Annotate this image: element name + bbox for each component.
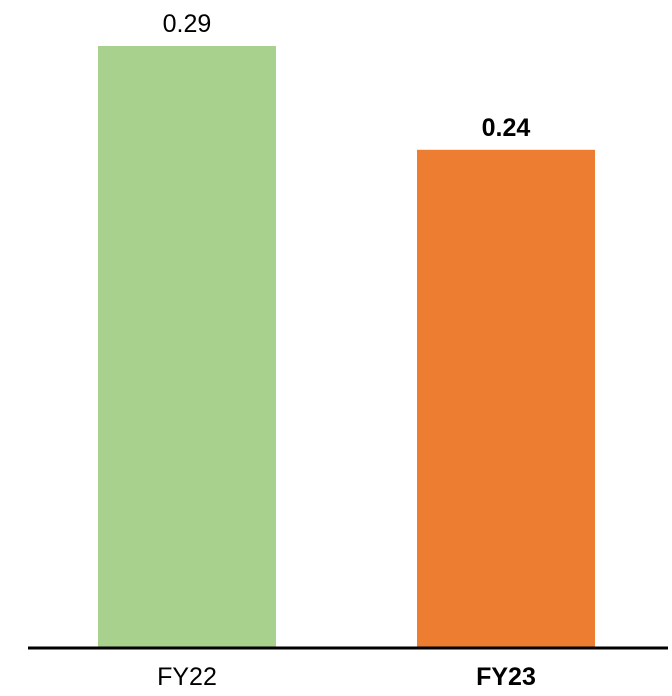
data-label-fy23: 0.24 (482, 114, 531, 142)
tick-label-fy23: FY23 (476, 663, 536, 691)
bars (98, 46, 595, 649)
x-tick-labels: FY22 FY23 (157, 663, 536, 691)
data-label-fy22: 0.29 (163, 10, 212, 38)
bar-fy23 (417, 149, 595, 649)
tick-label-fy22: FY22 (157, 663, 217, 691)
value-labels: 0.29 0.24 (163, 10, 531, 142)
bar-fy22 (98, 46, 276, 648)
